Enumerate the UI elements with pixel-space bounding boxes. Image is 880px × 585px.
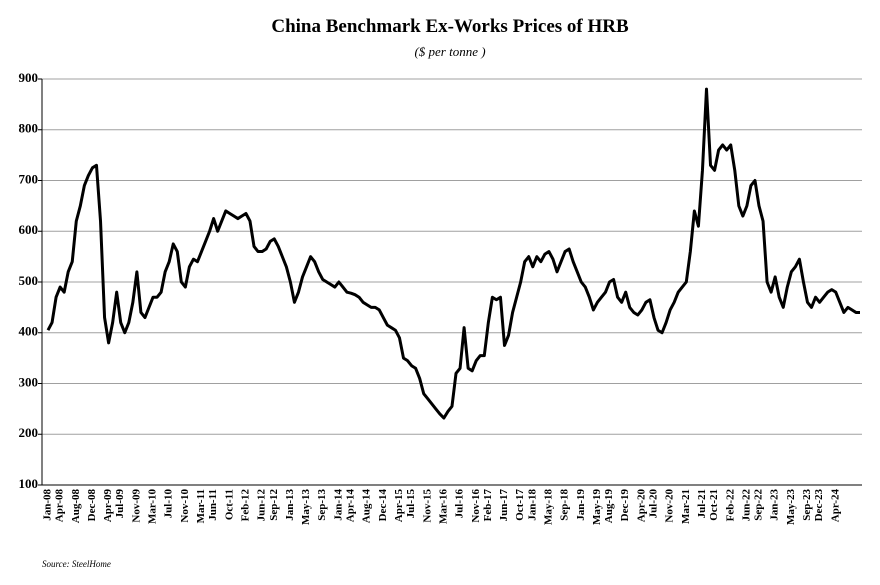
x-tick-label: Oct-11 bbox=[223, 489, 235, 520]
x-tick-label: May-23 bbox=[785, 489, 797, 526]
y-tick-label: 700 bbox=[19, 171, 39, 186]
x-tick-label: Mar-10 bbox=[147, 489, 159, 525]
x-tick-label: Feb-17 bbox=[482, 489, 494, 522]
x-tick-label: Oct-17 bbox=[514, 489, 526, 521]
y-tick-label: 400 bbox=[19, 324, 39, 339]
x-tick-label: May-19 bbox=[591, 489, 603, 526]
x-tick-label: Mar-16 bbox=[437, 489, 449, 525]
x-tick-label: Jan-19 bbox=[575, 489, 587, 521]
x-tick-label: Jan-18 bbox=[526, 489, 538, 521]
x-tick-label: Dec-23 bbox=[813, 489, 825, 522]
y-tick-label: 200 bbox=[19, 425, 39, 440]
x-tick-label: May-13 bbox=[300, 489, 312, 526]
x-tick-label: Aug-14 bbox=[361, 489, 373, 524]
x-tick-label: Dec-14 bbox=[377, 489, 389, 522]
y-tick-label: 900 bbox=[19, 70, 39, 85]
x-tick-label: Mar-11 bbox=[195, 489, 207, 523]
x-tick-label: Jul-21 bbox=[696, 489, 708, 518]
source-note: Source: SteelHome bbox=[42, 559, 111, 569]
x-tick-label: Apr-15 bbox=[393, 489, 405, 523]
x-tick-label: Jun-17 bbox=[498, 489, 510, 522]
x-tick-label: Jan-08 bbox=[42, 489, 54, 521]
x-tick-label: Sep-23 bbox=[801, 489, 813, 521]
x-tick-label: Sep-18 bbox=[559, 489, 571, 521]
x-tick-label: Jul-09 bbox=[114, 489, 126, 519]
x-tick-label: Sep-12 bbox=[268, 489, 280, 521]
x-tick-label: Aug-08 bbox=[70, 489, 82, 524]
x-tick-label: Jul-16 bbox=[454, 489, 466, 519]
x-tick-label: Apr-09 bbox=[102, 489, 114, 523]
x-tick-label: Jun-11 bbox=[207, 489, 219, 521]
x-tick-label: Jun-22 bbox=[740, 489, 752, 522]
x-tick-label: Oct-21 bbox=[708, 489, 720, 521]
x-tick-label: Jun-12 bbox=[256, 489, 268, 522]
x-tick-label: Dec-19 bbox=[619, 489, 631, 522]
x-tick-label: Sep-22 bbox=[753, 489, 765, 521]
x-tick-label: Jul-20 bbox=[648, 489, 660, 519]
x-tick-label: Nov-15 bbox=[421, 489, 433, 523]
x-tick-label: Nov-20 bbox=[664, 489, 676, 523]
x-tick-label: Nov-09 bbox=[130, 489, 142, 523]
x-tick-label: Sep-13 bbox=[316, 489, 328, 521]
x-tick-label: Apr-08 bbox=[54, 489, 66, 523]
x-tick-label: Apr-20 bbox=[635, 489, 647, 523]
y-tick-label: 600 bbox=[19, 222, 39, 237]
x-tick-label: Nov-16 bbox=[470, 489, 482, 523]
y-tick-label: 300 bbox=[19, 374, 39, 389]
x-tick-label: Aug-19 bbox=[603, 489, 615, 524]
x-tick-label: Apr-24 bbox=[829, 489, 841, 523]
y-tick-label: 800 bbox=[19, 121, 39, 136]
x-tick-label: Jan-14 bbox=[332, 489, 344, 521]
x-tick-label: Jan-23 bbox=[769, 489, 781, 521]
x-tick-label: Mar-21 bbox=[680, 489, 692, 524]
x-tick-label: Feb-12 bbox=[239, 489, 251, 522]
x-tick-label: Apr-14 bbox=[345, 489, 357, 523]
x-tick-label: May-18 bbox=[542, 489, 554, 526]
chart-title: China Benchmark Ex-Works Prices of HRB bbox=[271, 16, 629, 37]
x-tick-label: Jul-15 bbox=[405, 489, 417, 519]
x-tick-label: Jan-13 bbox=[284, 489, 296, 521]
x-tick-label: Feb-22 bbox=[724, 489, 736, 522]
chart-subtitle: ($ per tonne ) bbox=[414, 44, 485, 59]
y-tick-label: 100 bbox=[19, 476, 39, 491]
y-tick-label: 500 bbox=[19, 273, 39, 288]
price-line bbox=[46, 87, 860, 420]
x-tick-label: Jul-10 bbox=[163, 489, 175, 519]
x-tick-label: Nov-10 bbox=[179, 489, 191, 523]
x-tick-label: Dec-08 bbox=[86, 489, 98, 522]
